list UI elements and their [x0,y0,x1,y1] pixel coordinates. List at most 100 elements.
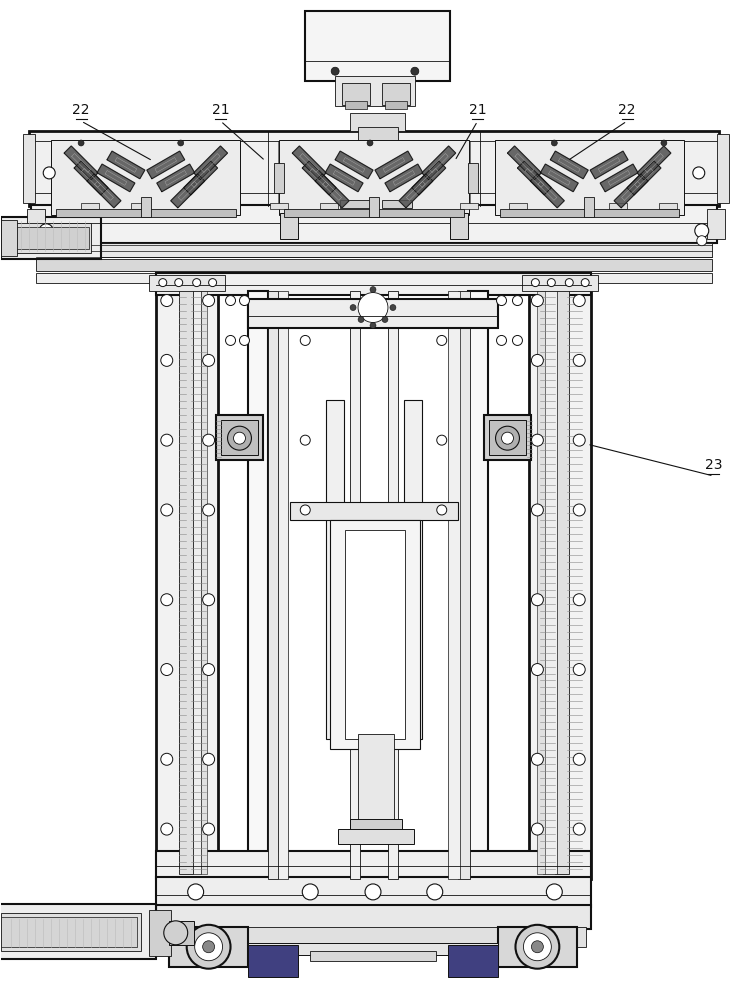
Bar [37,243,712,257]
Circle shape [161,753,173,765]
Circle shape [531,354,543,366]
Circle shape [531,753,543,765]
Circle shape [203,594,215,606]
Bar [279,140,468,215]
Bar [280,213,298,239]
Circle shape [531,941,543,953]
Bar [659,203,677,209]
Circle shape [513,335,522,345]
Polygon shape [385,164,423,192]
Polygon shape [184,161,218,195]
Bar [37,273,712,283]
Bar [369,197,379,217]
Circle shape [436,435,447,445]
Polygon shape [325,164,363,192]
Bar [156,851,591,879]
Polygon shape [316,174,349,208]
Circle shape [495,426,519,450]
Polygon shape [637,146,671,180]
Bar [335,76,415,106]
Circle shape [239,296,249,306]
Polygon shape [590,151,628,179]
Bar [1,913,141,951]
Circle shape [436,505,447,515]
Bar [382,83,410,105]
Bar [385,101,407,109]
Polygon shape [157,164,195,192]
Polygon shape [518,161,551,195]
Circle shape [693,167,705,179]
Text: 21: 21 [212,103,229,117]
Circle shape [175,279,183,287]
Circle shape [573,295,585,307]
Bar [29,131,718,206]
Circle shape [203,504,215,516]
Circle shape [233,432,245,444]
Bar [278,291,288,879]
Circle shape [515,925,560,969]
Circle shape [436,335,447,345]
Circle shape [302,884,319,900]
Bar [338,829,414,844]
Bar [320,203,338,209]
Polygon shape [627,161,661,195]
Bar [51,140,240,215]
Bar [31,205,717,243]
Bar [270,203,288,209]
Polygon shape [302,161,336,195]
Bar [350,113,405,131]
Bar [269,291,278,879]
Circle shape [581,279,589,287]
Bar [81,203,99,209]
Bar [179,286,192,874]
Bar [450,213,468,239]
Circle shape [195,933,222,961]
Circle shape [370,322,376,328]
Bar [555,286,569,874]
Bar [543,286,557,874]
Polygon shape [601,164,638,192]
Bar [156,905,591,929]
Bar [131,203,149,209]
Bar [248,945,298,977]
Circle shape [331,67,339,75]
Bar [340,200,370,208]
Circle shape [661,140,667,146]
Bar [326,400,344,739]
Circle shape [203,941,215,953]
Bar [161,927,586,947]
Bar [248,291,269,879]
Circle shape [573,823,585,835]
Bar [706,209,724,239]
Polygon shape [107,151,145,179]
Bar [23,134,35,203]
Circle shape [573,594,585,606]
Bar [1,217,101,259]
Circle shape [365,884,381,900]
Bar [530,283,591,879]
Bar [404,400,421,739]
Bar [358,127,398,143]
Bar [141,197,151,217]
Circle shape [382,317,388,322]
Polygon shape [97,164,135,192]
Bar [310,951,436,961]
Bar [216,415,263,460]
Circle shape [497,296,507,306]
Bar [358,734,394,824]
Bar [37,259,712,271]
Bar [149,910,171,956]
Bar [537,286,545,874]
Circle shape [531,664,543,676]
Bar [584,197,594,217]
Circle shape [390,305,396,311]
Circle shape [531,279,539,287]
Polygon shape [335,151,373,179]
Circle shape [513,296,522,306]
Circle shape [573,753,585,765]
Bar [28,209,46,239]
Circle shape [203,434,215,446]
Bar [305,11,450,81]
Circle shape [370,287,376,293]
Circle shape [367,140,373,146]
